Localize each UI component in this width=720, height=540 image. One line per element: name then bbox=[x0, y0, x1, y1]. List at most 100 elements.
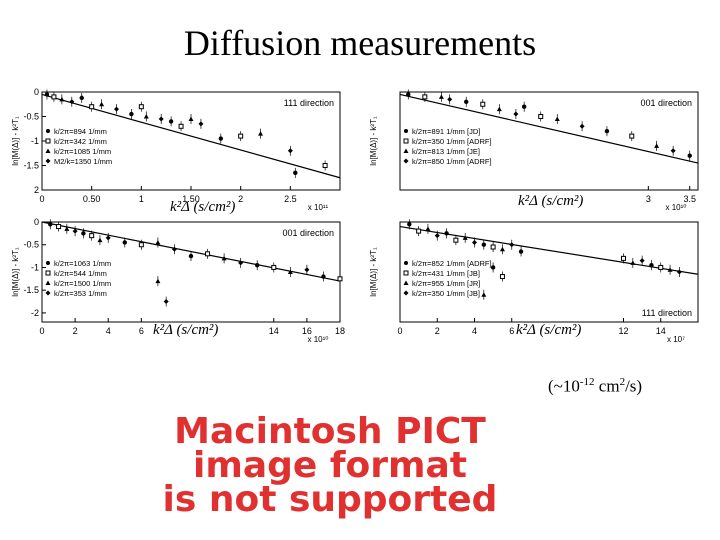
legend-marker bbox=[403, 270, 409, 276]
data-point bbox=[654, 143, 660, 148]
pict-line-1: Macintosh PICT bbox=[174, 411, 486, 452]
legend-entry: k/2π=894 1/mm bbox=[54, 127, 107, 136]
data-point bbox=[480, 101, 486, 107]
fit-line bbox=[399, 93, 699, 164]
pict-unsupported-message: Macintosh PICT image format is not suppo… bbox=[100, 411, 560, 518]
x-scale-label: x 10¹⁰ bbox=[666, 203, 687, 212]
legend-marker bbox=[403, 148, 409, 153]
x-tick-label: 2.5 bbox=[284, 194, 297, 204]
x-tick-label: 14 bbox=[269, 326, 279, 336]
data-point bbox=[538, 114, 544, 119]
data-point bbox=[509, 242, 515, 248]
y-tick-label: -0.5 bbox=[23, 240, 39, 250]
x-scale-label: x 10¹¹ bbox=[308, 203, 329, 212]
data-point bbox=[518, 249, 524, 254]
data-point bbox=[658, 264, 664, 270]
data-point bbox=[255, 262, 260, 268]
x-tick-label: 6 bbox=[139, 326, 144, 336]
plot-frame bbox=[41, 221, 341, 323]
y-tick-label: -2 bbox=[31, 308, 39, 318]
data-point bbox=[79, 95, 84, 101]
data-point bbox=[422, 94, 428, 100]
legend-marker bbox=[45, 138, 51, 144]
x-tick-label: 0 bbox=[397, 326, 402, 336]
data-point bbox=[56, 224, 62, 230]
data-point bbox=[670, 148, 676, 154]
x-tick-label: 3.5 bbox=[683, 194, 696, 204]
data-point bbox=[321, 274, 326, 279]
page-title: Diffusion measurements bbox=[183, 23, 537, 63]
data-point bbox=[639, 258, 645, 264]
y-tick-label: -1 bbox=[31, 262, 39, 272]
data-point bbox=[676, 269, 682, 275]
legend-entry: k/2π=850 1/mm [ADRF] bbox=[412, 157, 492, 166]
diffusion-units-note: (~10-12 cm2/s) bbox=[548, 376, 643, 396]
data-point bbox=[464, 99, 469, 104]
data-point bbox=[293, 170, 298, 176]
data-point bbox=[238, 260, 244, 266]
data-point bbox=[188, 116, 194, 121]
x-tick-label: 6 bbox=[509, 326, 514, 336]
data-point bbox=[171, 246, 177, 252]
data-point bbox=[205, 251, 211, 257]
data-point bbox=[481, 242, 487, 247]
data-point bbox=[81, 231, 86, 236]
legend-marker bbox=[45, 280, 51, 285]
y-tick-label: -1 bbox=[31, 136, 39, 146]
data-point bbox=[438, 94, 444, 99]
data-point bbox=[163, 299, 169, 305]
x-tick-label: 18 bbox=[335, 326, 345, 336]
data-point bbox=[258, 131, 264, 136]
legend-marker bbox=[404, 129, 408, 133]
data-point bbox=[462, 235, 468, 240]
data-point bbox=[138, 242, 144, 248]
x-tick-label: 4 bbox=[472, 326, 477, 336]
direction-label: 001 direction bbox=[282, 228, 334, 238]
data-point bbox=[198, 121, 204, 127]
data-point bbox=[444, 231, 449, 236]
xlabel-top-right: k²Δ (s/cm²) bbox=[518, 193, 584, 209]
data-point bbox=[64, 226, 70, 231]
legend-entry: k/2π=891 1/mm [JD] bbox=[412, 127, 480, 136]
legend-marker bbox=[403, 158, 409, 164]
legend-marker bbox=[45, 290, 51, 296]
x-tick-label: 4 bbox=[106, 326, 111, 336]
data-point bbox=[89, 233, 95, 239]
legend-marker bbox=[403, 138, 409, 144]
y-axis-label: ln[M(Δ)] - k²T₁ bbox=[11, 247, 20, 297]
data-point bbox=[218, 136, 223, 141]
data-point bbox=[579, 123, 585, 129]
x-tick-label: 14 bbox=[656, 326, 666, 336]
y-tick-label: 0 bbox=[34, 87, 39, 97]
data-point bbox=[629, 133, 635, 139]
data-point bbox=[604, 129, 610, 134]
data-point bbox=[59, 96, 65, 102]
plot-frame bbox=[399, 221, 699, 323]
data-point bbox=[44, 92, 50, 97]
data-point bbox=[155, 239, 161, 245]
data-point bbox=[114, 106, 119, 112]
data-point bbox=[221, 255, 227, 261]
data-point bbox=[406, 92, 411, 97]
x-scale-label: x 10⁷ bbox=[667, 335, 685, 344]
data-point bbox=[304, 267, 310, 273]
data-point bbox=[496, 106, 502, 112]
data-point bbox=[649, 262, 654, 268]
legend-marker bbox=[403, 290, 409, 296]
legend-marker bbox=[45, 158, 51, 164]
data-point bbox=[667, 267, 673, 272]
y-tick-label: -1.5 bbox=[23, 161, 39, 171]
y-tick-label: -0.5 bbox=[23, 112, 39, 122]
x-tick-label: 2 bbox=[73, 326, 78, 336]
legend-entry: k/2π=1063 1/mm bbox=[54, 259, 111, 268]
legend-entry: k/2π=955 1/mm [JR] bbox=[412, 279, 480, 288]
data-point bbox=[155, 278, 161, 284]
direction-label: 001 direction bbox=[640, 98, 692, 108]
chart-111-bottom-right: 0 2 4 6 12 14 ln[M(Δ)] - k²T₁ x 10⁷ 111 directio… bbox=[369, 219, 699, 344]
data-point bbox=[425, 226, 431, 231]
data-point bbox=[322, 163, 328, 168]
data-point bbox=[621, 255, 626, 261]
legend-entry: k/2π=431 1/mm [JB] bbox=[412, 269, 480, 278]
legend-marker bbox=[404, 261, 408, 265]
x-tick-label: 2 bbox=[435, 326, 440, 336]
